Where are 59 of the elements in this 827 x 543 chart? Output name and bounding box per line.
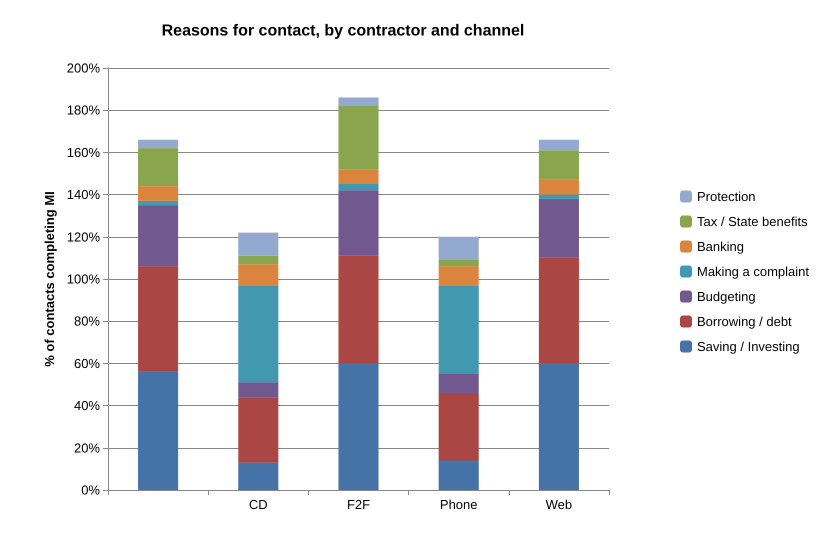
y-tick-label: 40% (74, 398, 100, 414)
y-tick-label: 160% (66, 144, 100, 160)
y-tick-label: 120% (66, 229, 100, 244)
bar (538, 150, 579, 180)
bar (338, 98, 379, 106)
y-tick-label: 180% (66, 102, 100, 118)
x-tick-label: Phone (440, 497, 478, 512)
y-tick-label: 60% (74, 356, 100, 371)
bar (138, 266, 178, 372)
bar (238, 382, 278, 398)
bar (538, 198, 579, 258)
bar (538, 180, 579, 195)
bar (238, 462, 278, 490)
y-tick-label: 100% (66, 272, 100, 286)
bar (138, 205, 178, 266)
bar (438, 460, 479, 490)
bar (138, 186, 178, 201)
x-tick-label: Web (546, 497, 572, 512)
y-tick-label: 80% (74, 314, 100, 329)
chart-title: Reasons for contact, by contractor and channel (162, 22, 524, 40)
bar (538, 194, 579, 199)
y-tick-label: 0% (81, 482, 100, 498)
bar (538, 140, 579, 150)
y-tick-label: 20% (74, 440, 100, 456)
bar (338, 106, 379, 170)
legend-label: Saving / Investing (697, 339, 800, 354)
y-axis-title: % of contacts completing MI (42, 191, 57, 367)
bar (338, 256, 379, 364)
bar (438, 266, 479, 286)
bar (438, 374, 479, 393)
bar (338, 363, 379, 490)
bar (338, 184, 379, 190)
bar (438, 260, 479, 266)
bar (238, 264, 278, 286)
legend-label: Banking (697, 239, 744, 254)
legend-label: Making a complaint (697, 264, 810, 279)
bar (538, 363, 579, 490)
bar (338, 190, 379, 256)
bar (238, 256, 278, 264)
bar (138, 148, 178, 186)
bar (538, 258, 579, 364)
bar (138, 140, 178, 148)
bar (438, 392, 479, 460)
x-tick-label: CD (248, 497, 268, 512)
bar (238, 232, 278, 256)
legend-label: Tax / State benefits (697, 214, 808, 229)
bar (138, 372, 178, 490)
bar (238, 397, 278, 463)
bar (438, 236, 479, 260)
legend-label: Protection (697, 189, 756, 204)
bar (338, 169, 379, 184)
y-tick-label: 140% (66, 187, 100, 202)
x-tick-label: F2F (346, 497, 370, 512)
bar (238, 285, 278, 382)
bar (138, 200, 178, 206)
legend-label: Borrowing / debt (697, 314, 792, 329)
bar (438, 285, 479, 374)
legend-label: Budgeting (697, 289, 756, 304)
y-tick-label: 200% (66, 60, 100, 76)
